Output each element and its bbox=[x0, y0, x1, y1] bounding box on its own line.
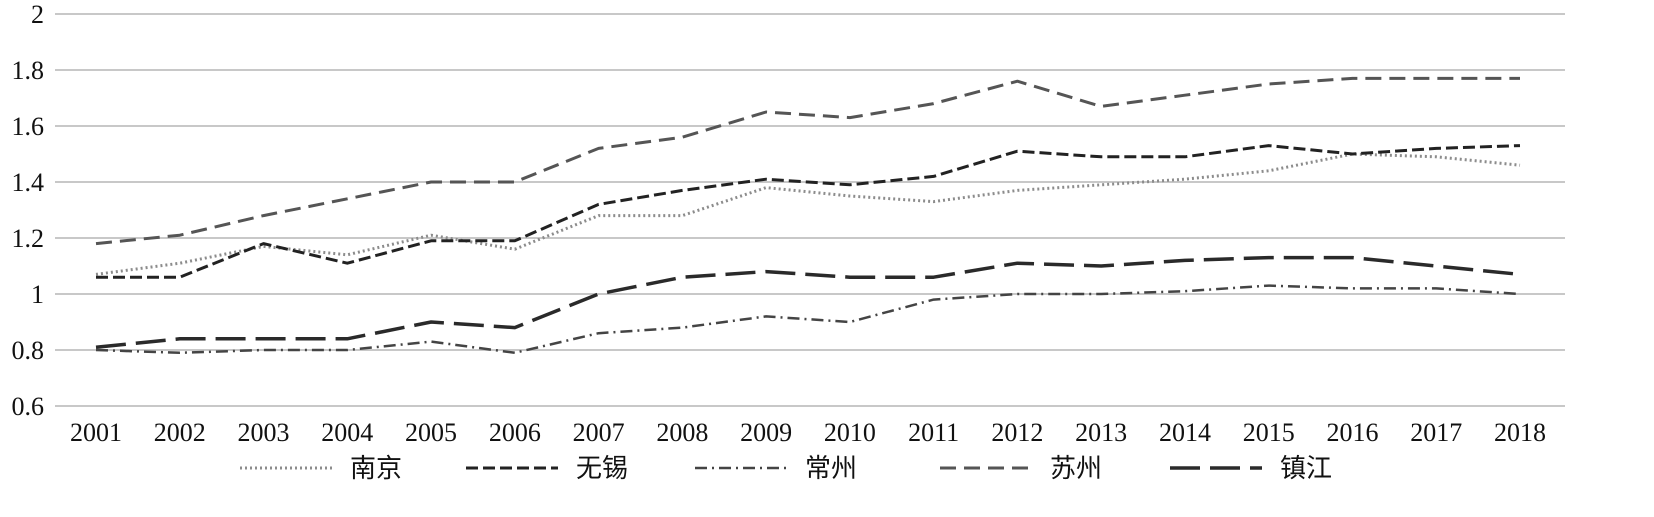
legend: 南京 无锡 常州 苏州 镇江 bbox=[240, 454, 1332, 484]
x-tick-label: 2016 bbox=[1326, 418, 1378, 447]
y-tick-label: 1.6 bbox=[12, 112, 45, 141]
legend-label: 常州 bbox=[805, 454, 857, 484]
y-tick-label: 0.8 bbox=[12, 336, 45, 365]
y-tick-label: 2 bbox=[31, 0, 44, 29]
series-line-4 bbox=[95, 76, 1520, 246]
y-tick-label: 0.6 bbox=[12, 392, 45, 421]
series-line-5 bbox=[95, 255, 1521, 349]
x-tick-label: 2011 bbox=[908, 418, 959, 447]
x-tick-label: 2010 bbox=[824, 418, 876, 447]
legend-label: 南京 bbox=[350, 454, 402, 484]
series-line-2 bbox=[96, 144, 1521, 279]
x-tick-label: 2018 bbox=[1494, 418, 1546, 447]
gridlines bbox=[55, 13, 1565, 407]
y-axis: 0.6 0.8 1 1.2 1.4 1.6 1.8 2 bbox=[12, 0, 45, 421]
x-tick-label: 2017 bbox=[1410, 418, 1462, 447]
y-tick-label: 1.8 bbox=[12, 56, 45, 85]
x-tick-label: 2013 bbox=[1075, 418, 1127, 447]
series-line-3 bbox=[95, 284, 1521, 355]
legend-label: 无锡 bbox=[576, 454, 628, 484]
y-tick-label: 1.4 bbox=[12, 168, 45, 197]
legend-label: 镇江 bbox=[1280, 454, 1332, 484]
x-tick-label: 2002 bbox=[154, 418, 206, 447]
x-tick-label: 2003 bbox=[238, 418, 290, 447]
x-tick-label: 2006 bbox=[489, 418, 541, 447]
x-tick-label: 2015 bbox=[1243, 418, 1295, 447]
x-tick-label: 2001 bbox=[70, 418, 122, 447]
x-axis: 2001 2002 2003 2004 2005 2006 2007 2008 2009 2010… bbox=[70, 418, 1546, 447]
x-tick-label: 2009 bbox=[740, 418, 792, 447]
y-tick-label: 1.2 bbox=[12, 224, 45, 253]
x-tick-label: 2004 bbox=[321, 418, 373, 447]
legend-label: 苏州 bbox=[1050, 454, 1102, 484]
x-tick-label: 2008 bbox=[656, 418, 708, 447]
x-tick-label: 2014 bbox=[1159, 418, 1211, 447]
y-tick-label: 1 bbox=[31, 280, 44, 309]
x-tick-label: 2012 bbox=[991, 418, 1043, 447]
x-tick-label: 2005 bbox=[405, 418, 457, 447]
series-line-1 bbox=[95, 152, 1521, 276]
x-tick-label: 2007 bbox=[573, 418, 625, 447]
series-lines bbox=[95, 76, 1521, 355]
